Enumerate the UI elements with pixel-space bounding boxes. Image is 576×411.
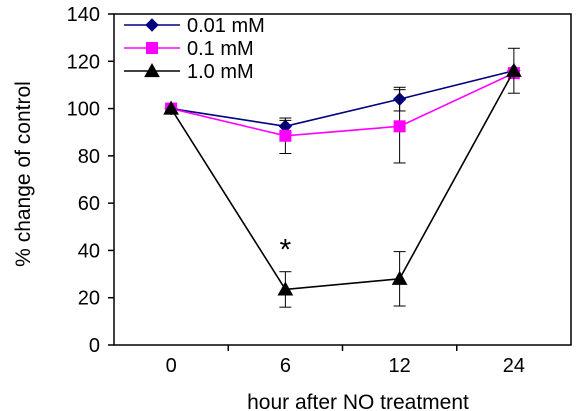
y-tick-label: 0 [89, 335, 100, 357]
data-point [277, 281, 294, 296]
x-tick-label: 12 [389, 355, 411, 377]
y-tick-label: 100 [67, 99, 100, 121]
series-line [170, 70, 515, 291]
data-point [506, 62, 522, 77]
legend-item: 1.0 mM [124, 61, 254, 83]
y-tick-label: 60 [78, 193, 100, 215]
x-tick-label: 24 [503, 355, 525, 377]
data-point [279, 129, 292, 142]
legend-swatch-marker [145, 18, 159, 32]
y-tick-label: 20 [78, 288, 100, 310]
legend-label: 1.0 mM [187, 61, 254, 83]
x-tick-label: 6 [280, 355, 291, 377]
axes [113, 13, 572, 346]
legend-item: 0.01 mM [124, 15, 265, 37]
legend-item: 0.1 mM [124, 38, 254, 60]
data-point [163, 100, 179, 115]
y-tick-label: 40 [78, 240, 100, 262]
y-axis-ticks: 0 20 40 60 80 100 120 140 [67, 4, 114, 357]
x-tick-label: 0 [166, 355, 177, 377]
plot-frame [113, 13, 572, 346]
series-line [170, 72, 515, 137]
data-point [393, 120, 406, 133]
y-tick-label: 120 [67, 51, 100, 73]
series-line [171, 69, 515, 128]
significance-marker: * [280, 234, 292, 267]
series-layer [163, 47, 522, 308]
legend-label: 0.01 mM [187, 15, 265, 37]
y-axis-label: % change of control [12, 81, 35, 267]
x-axis-ticks: 0 6 12 24 [166, 345, 525, 377]
data-point [391, 270, 408, 285]
legend-swatch-marker [146, 42, 158, 54]
x-axis-label: hour after NO treatment [247, 391, 469, 411]
y-tick-label: 80 [78, 146, 100, 168]
legend-label: 0.1 mM [187, 38, 254, 60]
legend-swatch-marker [144, 62, 160, 78]
legend: 0.01 mM0.1 mM1.0 mM [124, 15, 265, 83]
y-tick-label: 140 [67, 4, 100, 26]
series-3 [163, 47, 522, 308]
annotations: * [280, 234, 292, 267]
